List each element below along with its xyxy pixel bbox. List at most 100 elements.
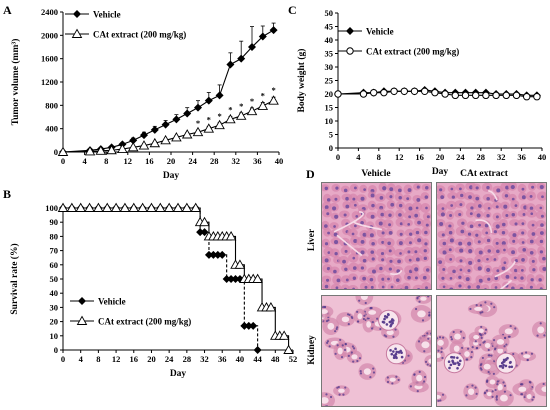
nucleus	[487, 206, 491, 210]
nucleus	[494, 286, 498, 289]
legend-entry-b-0: Vehicle	[70, 297, 126, 307]
data-point-b-0	[231, 275, 240, 283]
nucleus	[353, 238, 358, 243]
nucleus	[390, 202, 395, 207]
nucleus	[461, 346, 464, 349]
nucleus	[512, 239, 516, 243]
data-point-b-1	[101, 202, 113, 212]
glomerulus-nucleus	[394, 347, 397, 351]
significance-mark: *	[261, 90, 265, 100]
hepatocyte	[421, 219, 431, 229]
nucleus	[442, 250, 447, 255]
x-tick-label-c: 32	[497, 152, 506, 162]
nucleus	[452, 330, 455, 334]
nucleus	[408, 206, 413, 211]
nucleus	[460, 229, 465, 234]
nucleus	[441, 207, 445, 211]
nucleus	[407, 222, 411, 226]
tubule-lumen	[464, 351, 470, 357]
nucleus	[536, 334, 539, 337]
data-point-b-1	[146, 202, 157, 212]
nucleus	[426, 363, 429, 366]
survival-rate-chart: 0 4 8 12 16 20 24 28 32 36 40 44 48 52010203040506070…	[9, 202, 297, 379]
nucleus	[408, 258, 412, 262]
x-tick-label-b: 0	[61, 354, 65, 364]
nucleus	[451, 195, 455, 199]
data-point-a-0	[161, 120, 170, 129]
sinusoid	[336, 234, 363, 256]
nucleus	[542, 382, 545, 386]
data-point-c-1	[441, 90, 449, 98]
data-point-a-0	[269, 26, 278, 35]
nucleus	[484, 332, 487, 335]
tubule-lumen	[541, 386, 546, 393]
y-tick-label-b: 40	[50, 288, 59, 298]
tubule-lumen	[386, 329, 394, 336]
data-point-a-0	[129, 136, 138, 145]
legend-entry-b-1: CAt extract (200 mg/kg)	[70, 315, 191, 327]
nucleus	[335, 286, 339, 289]
glomerulus-nucleus	[504, 364, 508, 368]
data-point-a-1	[95, 145, 107, 155]
nucleus	[345, 196, 349, 201]
data-point-b-1	[199, 216, 210, 227]
nucleus	[422, 275, 427, 280]
nucleus	[504, 194, 509, 198]
nucleus	[477, 259, 481, 263]
nucleus	[326, 340, 330, 343]
hepatocyte	[323, 227, 332, 237]
tubule	[355, 296, 374, 306]
nucleus	[360, 221, 364, 225]
nucleus	[468, 249, 473, 254]
nucleus	[352, 276, 357, 280]
glomerulus-nucleus	[498, 364, 502, 368]
nucleus	[372, 367, 375, 370]
nucleus	[475, 304, 478, 307]
glomerulus-nucleus	[449, 363, 453, 367]
x-tick-label-b: 44	[253, 354, 262, 364]
nucleus	[343, 188, 348, 193]
nucleus	[336, 344, 339, 347]
nucleus	[334, 352, 337, 355]
hepatocyte	[404, 236, 414, 246]
x-tick-label-b: 48	[271, 354, 280, 364]
nucleus	[486, 185, 490, 190]
nucleus	[326, 341, 329, 345]
nucleus	[344, 249, 348, 253]
nucleus	[476, 346, 479, 350]
tubule	[424, 354, 431, 368]
nucleus	[352, 256, 356, 260]
data-point-b-1	[278, 330, 290, 340]
nucleus	[484, 288, 487, 289]
nucleus	[355, 215, 359, 218]
data-point-b-0	[244, 321, 253, 330]
nucleus	[531, 259, 535, 263]
nucleus	[360, 239, 365, 244]
nucleus	[528, 380, 531, 384]
nucleus	[487, 370, 490, 374]
nucleus	[423, 256, 428, 260]
nucleus	[511, 286, 515, 289]
nucleus	[485, 389, 489, 392]
y-tick-label-b: 30	[50, 302, 59, 312]
nucleus	[359, 370, 362, 373]
nucleus	[526, 358, 529, 362]
nucleus	[450, 338, 454, 341]
tubule-lumen	[496, 339, 505, 345]
nucleus	[490, 302, 493, 305]
nucleus	[397, 188, 402, 193]
tubule-lumen	[468, 388, 475, 396]
nucleus	[329, 395, 333, 399]
nucleus	[370, 250, 375, 254]
nucleus	[440, 350, 443, 354]
data-point-c-1	[431, 88, 439, 97]
data-point-b-1	[172, 202, 184, 212]
y-tick-label-c: 15	[325, 103, 334, 113]
nucleus	[514, 327, 517, 330]
nucleus	[341, 344, 344, 347]
nucleus	[448, 224, 452, 228]
data-point-b-0	[213, 250, 222, 259]
nucleus	[475, 392, 478, 395]
glomerulus-nucleus	[397, 351, 401, 354]
nucleus	[460, 193, 464, 198]
